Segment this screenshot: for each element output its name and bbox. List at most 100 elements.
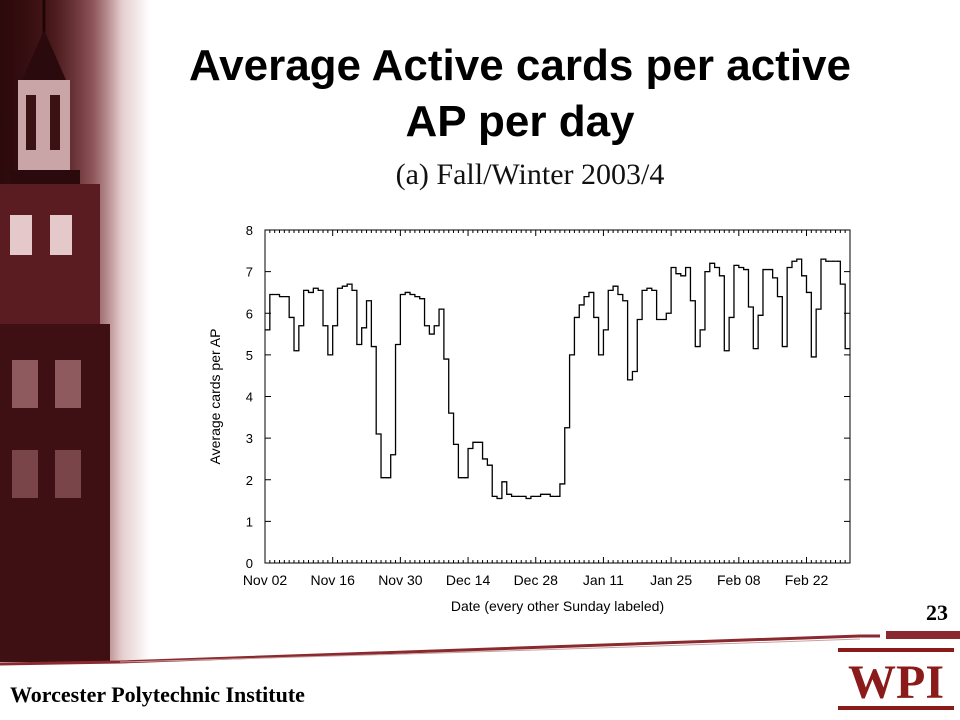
data-point-53 (523, 495, 525, 497)
data-point-96 (730, 316, 733, 319)
data-point-70 (605, 329, 607, 331)
data-point-77 (639, 318, 641, 321)
building-tower-image (0, 0, 120, 662)
data-point-29 (407, 291, 409, 294)
data-point-66 (585, 296, 588, 298)
data-point-73 (619, 293, 621, 296)
data-point-111 (803, 275, 805, 277)
data-point-65 (581, 304, 583, 306)
footer-divider-line (0, 631, 960, 666)
x-tick-label-6: Jan 25 (650, 572, 692, 588)
data-point-49 (503, 481, 505, 483)
data-point-72 (614, 285, 617, 287)
data-point-51 (513, 495, 515, 497)
data-point-0 (266, 329, 269, 331)
data-point-103 (764, 268, 766, 271)
data-point-40 (460, 477, 462, 479)
wpi-logo-text: WPI (848, 656, 944, 709)
data-point-114 (817, 308, 820, 310)
x-tick-label-7: Feb 08 (717, 572, 761, 588)
data-point-38 (450, 412, 452, 414)
x-tick-label-1: Nov 16 (311, 572, 356, 588)
chart-subtitle: (a) Fall/Winter 2003/4 (395, 158, 665, 191)
data-point-94 (721, 275, 723, 277)
data-point-54 (527, 497, 530, 500)
data-point-109 (793, 260, 796, 262)
data-point-35 (436, 325, 438, 327)
data-point-67 (590, 291, 592, 294)
data-point-95 (726, 350, 728, 352)
data-point-69 (600, 354, 602, 356)
data-point-108 (788, 266, 791, 269)
data-point-58 (547, 493, 549, 495)
data-point-117 (832, 260, 834, 262)
data-point-85 (677, 273, 679, 275)
data-point-100 (750, 306, 752, 308)
data-point-120 (846, 348, 849, 350)
x-tick-label-8: Feb 22 (785, 572, 829, 588)
data-point-76 (634, 370, 636, 373)
data-point-8 (305, 289, 307, 291)
data-point-52 (518, 495, 520, 497)
data-point-33 (426, 325, 428, 327)
data-point-80 (653, 289, 655, 291)
y-tick-label-8: 8 (246, 223, 253, 238)
data-point-118 (837, 260, 839, 262)
plot-frame (264, 229, 851, 564)
data-point-68 (595, 316, 597, 319)
data-point-28 (402, 293, 404, 296)
wpi-logo: WPI (838, 648, 954, 710)
data-point-17 (349, 283, 351, 285)
data-point-26 (392, 454, 394, 456)
data-point-102 (759, 314, 762, 316)
data-point-119 (842, 283, 844, 285)
data-point-88 (692, 300, 694, 302)
data-point-19 (358, 343, 360, 346)
data-point-3 (281, 296, 283, 298)
data-point-61 (561, 483, 563, 485)
data-point-16 (344, 285, 346, 287)
data-point-46 (489, 464, 491, 466)
data-point-13 (329, 354, 331, 356)
side-building-image (0, 0, 150, 662)
data-point-75 (629, 379, 631, 381)
y-tick-label-6: 6 (246, 306, 253, 321)
data-point-24 (382, 477, 385, 479)
data-point-74 (624, 300, 626, 302)
data-point-101 (755, 348, 757, 350)
data-point-6 (295, 350, 298, 352)
y-tick-label-0: 0 (246, 556, 253, 571)
data-point-43 (474, 441, 476, 443)
data-point-10 (315, 287, 317, 289)
data-point-84 (672, 266, 675, 269)
data-point-42 (469, 447, 472, 450)
slide-title-line1: Average Active cards per active (189, 41, 851, 90)
data-point-113 (813, 356, 815, 358)
data-point-25 (387, 477, 389, 479)
data-point-55 (532, 495, 534, 497)
data-point-78 (643, 289, 646, 291)
data-point-93 (716, 266, 718, 269)
data-point-59 (552, 495, 554, 497)
data-point-1 (271, 293, 273, 296)
data-point-112 (808, 291, 810, 294)
y-tick-label-1: 1 (246, 514, 253, 529)
data-point-37 (445, 358, 447, 360)
data-point-44 (479, 441, 481, 443)
slide-number: 23 (926, 600, 948, 625)
data-point-83 (668, 312, 670, 314)
data-point-50 (508, 493, 510, 495)
series-line (265, 258, 850, 500)
data-point-32 (421, 298, 423, 300)
y-tick-label-3: 3 (246, 431, 253, 446)
data-point-92 (711, 262, 713, 264)
data-point-5 (290, 316, 293, 319)
data-point-91 (706, 271, 708, 273)
data-point-31 (416, 296, 418, 298)
data-point-23 (378, 433, 380, 435)
data-point-97 (735, 264, 737, 266)
data-point-90 (701, 329, 704, 331)
data-point-27 (397, 343, 399, 346)
data-point-81 (658, 318, 660, 321)
data-point-107 (784, 345, 786, 348)
